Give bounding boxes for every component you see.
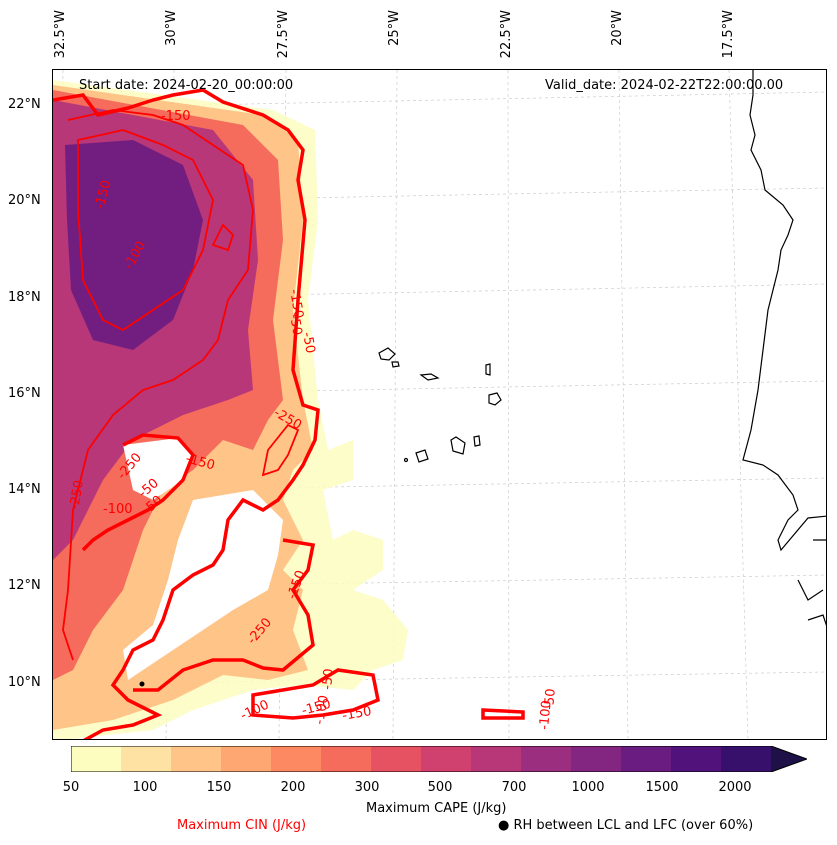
cin-label: -150: [286, 288, 306, 320]
cabo-verde-island: [378, 347, 396, 361]
cin-contour-thin-3: [261, 423, 300, 477]
lat-label-20n: 20°N: [8, 193, 41, 208]
cin-contours: [53, 88, 525, 739]
lat-label-14n: 14°N: [8, 482, 41, 497]
colorbar-tick-2000: 2000: [718, 780, 752, 795]
cape-shading-peak: [65, 140, 203, 350]
colorbar-tick-1000: 1000: [571, 780, 605, 795]
colorbar-segment: [71, 746, 122, 772]
cin-label: -50: [299, 331, 317, 355]
cin-contour-thin-4: [211, 223, 235, 252]
cabo-verde-island: [488, 392, 502, 406]
map-panel[interactable]: -150 -100 -150 -150 -250 -50 -250 -150 -…: [52, 69, 827, 740]
cape-fill-layer: [53, 80, 408, 739]
cin-label: -100: [103, 502, 133, 517]
colorbar-tick-700: 700: [501, 780, 527, 795]
cin-label: -150: [161, 109, 191, 124]
colorbar-tick-300: 300: [354, 780, 380, 795]
africa-coastline: [742, 70, 826, 552]
colorbar-segment: [221, 746, 272, 772]
cin-legend-label: Maximum CIN (J/kg): [177, 818, 307, 833]
start-date-label: Start date: 2024-02-20_00:00:00: [79, 78, 294, 93]
cin-label: -100: [312, 694, 332, 726]
cabo-verde-island: [403, 457, 409, 463]
cin-label: -50: [320, 668, 337, 690]
lat-label-12n: 12°N: [8, 578, 41, 593]
colorbar-segment: [371, 746, 422, 772]
colorbar-segment: [721, 746, 772, 772]
lon-label-17-5w: 17.5°W: [721, 10, 736, 59]
colorbar-label: Maximum CAPE (J/kg): [366, 801, 507, 816]
colorbar-tick-50: 50: [62, 780, 80, 795]
lon-label-27-5w: 27.5°W: [276, 10, 291, 59]
colorbar-segment: [121, 746, 172, 772]
cin-label: -50: [542, 688, 559, 710]
rh-dot: [139, 681, 145, 687]
cin-label: -250: [67, 479, 87, 511]
cin-contour-thick: [53, 88, 320, 739]
cin-contour-thin-2: [77, 129, 214, 332]
colorbar-segment: [171, 746, 222, 772]
cin-label: -100: [537, 700, 555, 731]
cin-contour-thick-4: [251, 668, 381, 720]
cape-colorbar: [71, 746, 807, 772]
colorbar-segment: [671, 746, 722, 772]
colorbar-segment: [271, 746, 322, 772]
lon-label-25w: 25°W: [387, 10, 402, 46]
rh-legend-label: RH between LCL and LFC (over 60%): [513, 818, 754, 833]
colorbar-segment: [571, 746, 622, 772]
valid-date-label: Valid_date: 2024-02-22T22:00:00.00: [545, 78, 784, 93]
lon-label-22-5w: 22.5°W: [499, 10, 514, 59]
cin-label: -150: [300, 697, 332, 719]
colorbar-tick-200: 200: [280, 780, 306, 795]
cabo-verde-island: [415, 449, 429, 463]
lat-label-18n: 18°N: [8, 290, 41, 305]
cin-label: -150: [184, 451, 216, 473]
rh-dot-icon: ●: [498, 818, 510, 833]
colorbar-tick-100: 100: [132, 780, 158, 795]
no-cape-area-2: [123, 490, 283, 680]
lat-label-22n: 22°N: [8, 97, 41, 112]
colorbar-segment: [421, 746, 472, 772]
colorbar-tick-500: 500: [427, 780, 453, 795]
colorbar-segment: [621, 746, 672, 772]
lon-label-32-5w: 32.5°W: [53, 10, 68, 59]
cabo-verde-island: [473, 435, 481, 447]
lon-label-30w: 30°W: [164, 10, 179, 46]
colorbar-segment: [321, 746, 372, 772]
colorbar-tick-1500: 1500: [645, 780, 679, 795]
cin-label: -150: [92, 179, 114, 211]
cin-label: -100: [238, 698, 271, 724]
cin-contour-thick-2: [81, 433, 196, 552]
map-canvas: -150 -100 -150 -150 -250 -50 -250 -150 -…: [53, 70, 826, 739]
colorbar-outline: [71, 746, 807, 772]
rh-legend: ● RH between LCL and LFC (over 60%): [498, 818, 753, 833]
cin-contour-thick-3: [133, 538, 316, 692]
cabo-verde-island: [419, 373, 440, 381]
colorbar-segment: [471, 746, 522, 772]
cabo-verde-island: [450, 436, 466, 455]
coastlines: [378, 70, 826, 626]
lat-label-10n: 10°N: [8, 675, 41, 690]
lat-label-16n: 16°N: [8, 386, 41, 401]
cin-label: -150: [341, 704, 373, 724]
colorbar-tick-150: 150: [206, 780, 232, 795]
colorbar-segment: [521, 746, 572, 772]
africa-coastline-south: [797, 539, 826, 626]
cin-contour-thin-1: [62, 109, 254, 661]
no-cape-area-1: [123, 438, 193, 500]
lon-label-20w: 20°W: [610, 10, 625, 46]
colorbar-segment: [771, 746, 807, 772]
cin-contour-thick-5: [481, 708, 525, 720]
cabo-verde-island: [391, 361, 400, 368]
cabo-verde-island: [485, 363, 491, 376]
cin-label: -50: [286, 313, 304, 337]
